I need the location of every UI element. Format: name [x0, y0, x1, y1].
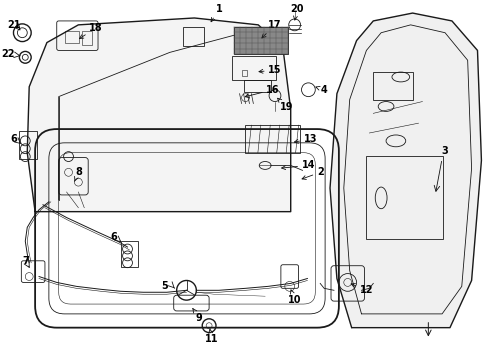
Bar [243, 80, 270, 92]
Bar [182, 27, 204, 46]
Text: 18: 18 [80, 23, 102, 39]
Text: 16: 16 [244, 85, 279, 98]
Text: 13: 13 [294, 134, 317, 144]
Text: 6: 6 [10, 134, 17, 144]
Bar [233, 27, 287, 54]
Text: 3: 3 [441, 146, 447, 156]
Text: 2: 2 [302, 167, 323, 179]
Text: 8: 8 [75, 167, 81, 181]
Text: 10: 10 [287, 290, 301, 305]
Text: 4: 4 [315, 85, 327, 95]
Bar [231, 56, 275, 80]
Text: 17: 17 [262, 20, 281, 38]
Text: 12: 12 [350, 284, 372, 295]
Text: 20: 20 [289, 4, 303, 20]
Text: 11: 11 [205, 329, 218, 345]
Text: 9: 9 [192, 309, 202, 323]
Bar [372, 72, 412, 100]
Polygon shape [329, 13, 481, 328]
Text: 7: 7 [22, 256, 29, 266]
Text: 21: 21 [8, 20, 21, 30]
Text: 15: 15 [259, 65, 281, 75]
Bar [245, 125, 299, 153]
Polygon shape [27, 18, 290, 212]
Bar [121, 241, 138, 267]
Text: 14: 14 [281, 161, 314, 170]
Text: 22: 22 [1, 49, 15, 59]
Text: 6: 6 [110, 232, 117, 242]
Bar [241, 70, 247, 76]
Bar [82, 31, 92, 45]
Text: 19: 19 [277, 98, 293, 112]
Bar [20, 131, 37, 158]
Bar [64, 31, 79, 42]
Text: 5: 5 [161, 282, 168, 291]
Text: 1: 1 [211, 4, 222, 22]
